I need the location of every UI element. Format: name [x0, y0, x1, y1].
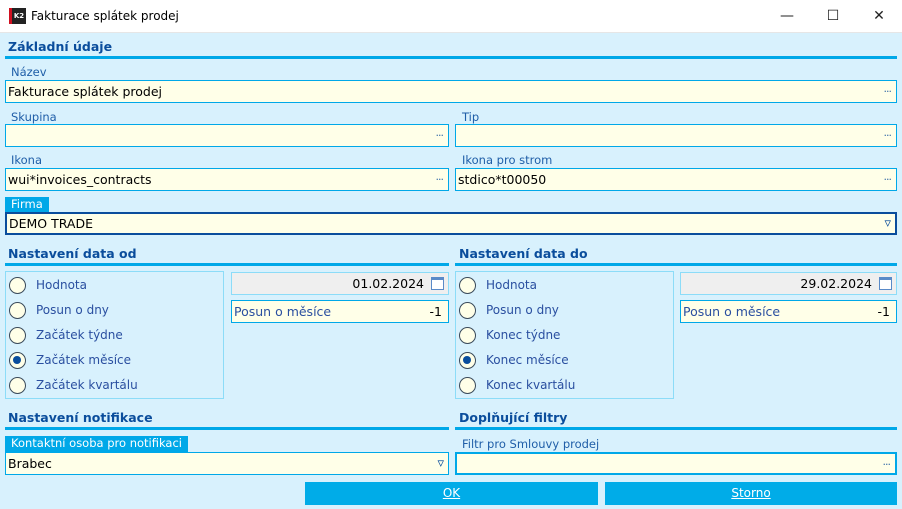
- radio-label: Konec týdne: [486, 328, 561, 342]
- company-select[interactable]: DEMO TRADE ▿: [5, 212, 897, 235]
- shift-value: -1: [877, 304, 890, 319]
- filter-input[interactable]: ···: [455, 452, 897, 475]
- divider: [5, 56, 897, 59]
- radio-icon[interactable]: [459, 276, 476, 294]
- divider: [455, 427, 897, 430]
- section-heading-filters: Doplňující filtry: [459, 410, 568, 425]
- radio-option[interactable]: Konec měsíce: [459, 350, 569, 370]
- ellipsis-icon[interactable]: ···: [883, 129, 892, 142]
- date-from-shift-input[interactable]: Posun o měsíce -1: [231, 300, 449, 323]
- divider: [455, 263, 897, 266]
- radio-label: Posun o dny: [36, 303, 109, 317]
- contact-label: Kontaktní osoba pro notifikaci: [5, 436, 188, 452]
- radio-icon[interactable]: [459, 376, 476, 394]
- radio-label: Konec kvartálu: [486, 378, 576, 392]
- maximize-button[interactable]: ☐: [826, 8, 840, 24]
- window-title: Fakturace splátek prodej: [31, 9, 179, 23]
- ellipsis-icon[interactable]: ···: [435, 173, 444, 186]
- date-from-radio-group: Hodnota Posun o dny Začátek týdne Začátek m…: [5, 271, 224, 399]
- section-heading-basic: Základní údaje: [8, 39, 113, 54]
- contact-select[interactable]: Brabec ▿: [5, 452, 449, 475]
- dropdown-icon[interactable]: ▿: [884, 216, 890, 231]
- filter-label: Filtr pro Smlouvy prodej: [462, 437, 600, 451]
- close-button[interactable]: ✕: [873, 8, 885, 24]
- shift-label: Posun o měsíce: [683, 304, 781, 319]
- cancel-button[interactable]: Storno: [605, 482, 897, 505]
- radio-label: Začátek kvartálu: [36, 378, 138, 392]
- divider: [5, 427, 449, 430]
- date-to-radio-group: Hodnota Posun o dny Konec týdne Konec měsíc…: [455, 271, 674, 399]
- ellipsis-icon[interactable]: ···: [883, 85, 892, 98]
- calendar-icon[interactable]: [879, 277, 892, 290]
- ellipsis-icon[interactable]: ···: [435, 129, 444, 142]
- shift-label: Posun o měsíce: [234, 304, 332, 319]
- shift-value: -1: [429, 304, 442, 319]
- tree-icon-label: Ikona pro strom: [462, 153, 553, 167]
- radio-option[interactable]: Konec týdne: [459, 325, 560, 345]
- name-label: Název: [11, 65, 47, 79]
- company-label: Firma: [5, 197, 49, 212]
- section-heading-notification: Nastavení notifikace: [8, 410, 153, 425]
- icon-input[interactable]: wui*invoices_contracts ···: [5, 168, 449, 191]
- radio-icon[interactable]: [459, 326, 476, 344]
- radio-option[interactable]: Hodnota: [9, 275, 87, 295]
- date-to-shift-input[interactable]: Posun o měsíce -1: [680, 300, 897, 323]
- radio-option[interactable]: Posun o dny: [459, 300, 559, 320]
- minimize-button[interactable]: —: [780, 8, 794, 24]
- title-bar: K2 Fakturace splátek prodej — ☐ ✕: [0, 0, 902, 33]
- date-from-input[interactable]: 01.02.2024: [231, 272, 449, 295]
- name-input[interactable]: Fakturace splátek prodej ···: [5, 80, 897, 103]
- tree-icon-input[interactable]: stdico*t00050 ···: [455, 168, 897, 191]
- radio-label: Posun o dny: [486, 303, 559, 317]
- date-from-value: 01.02.2024: [352, 276, 424, 291]
- divider: [5, 263, 449, 266]
- radio-icon[interactable]: [9, 351, 26, 369]
- radio-icon[interactable]: [9, 376, 26, 394]
- ok-button[interactable]: OK: [305, 482, 598, 505]
- company-value: DEMO TRADE: [9, 216, 94, 231]
- radio-icon[interactable]: [9, 326, 26, 344]
- ellipsis-icon[interactable]: ···: [883, 173, 892, 186]
- icon-label: Ikona: [11, 153, 43, 167]
- radio-label: Hodnota: [36, 278, 87, 292]
- ellipsis-icon[interactable]: ···: [882, 458, 891, 471]
- radio-option[interactable]: Začátek kvartálu: [9, 375, 138, 395]
- radio-label: Konec měsíce: [486, 353, 569, 367]
- date-to-input[interactable]: 29.02.2024: [680, 272, 897, 295]
- contact-value: Brabec: [8, 456, 52, 471]
- radio-icon[interactable]: [459, 301, 476, 319]
- tree-icon-value: stdico*t00050: [458, 172, 547, 187]
- radio-label: Začátek měsíce: [36, 353, 132, 367]
- icon-value: wui*invoices_contracts: [8, 172, 152, 187]
- radio-icon[interactable]: [9, 301, 26, 319]
- radio-option[interactable]: Začátek měsíce: [9, 350, 131, 370]
- radio-label: Hodnota: [486, 278, 537, 292]
- section-heading-date-to: Nastavení data do: [459, 246, 588, 261]
- name-value: Fakturace splátek prodej: [8, 84, 163, 99]
- radio-label: Začátek týdne: [36, 328, 123, 342]
- radio-option[interactable]: Hodnota: [459, 275, 537, 295]
- group-label: Skupina: [11, 110, 57, 124]
- app-logo-icon: K2: [9, 8, 26, 24]
- group-input[interactable]: ···: [5, 124, 449, 147]
- radio-option[interactable]: Začátek týdne: [9, 325, 123, 345]
- tip-input[interactable]: ···: [455, 124, 897, 147]
- radio-icon[interactable]: [9, 276, 26, 294]
- dropdown-icon[interactable]: ▿: [437, 456, 443, 471]
- date-to-value: 29.02.2024: [800, 276, 872, 291]
- radio-option[interactable]: Posun o dny: [9, 300, 109, 320]
- radio-option[interactable]: Konec kvartálu: [459, 375, 575, 395]
- calendar-icon[interactable]: [431, 277, 444, 290]
- radio-icon[interactable]: [459, 351, 476, 369]
- section-heading-date-from: Nastavení data od: [8, 246, 137, 261]
- tip-label: Tip: [462, 110, 480, 124]
